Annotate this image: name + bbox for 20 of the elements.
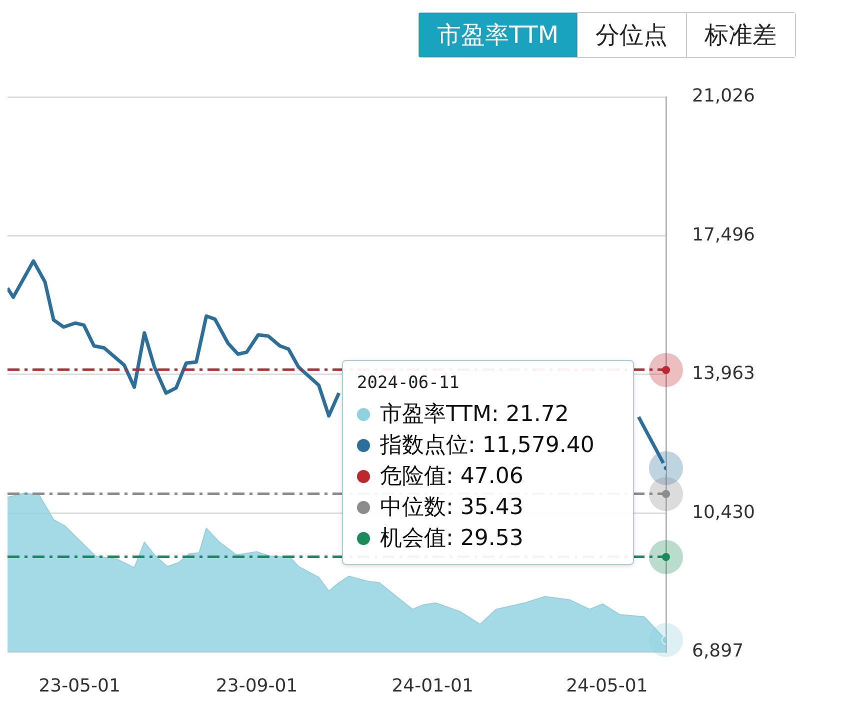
x-tick-label: 23-09-01 (216, 675, 298, 696)
legend-label: 指数点位 (380, 432, 468, 460)
legend-label: 危险值: 47.06 (380, 463, 524, 491)
x-tick-label: 24-01-01 (392, 675, 474, 696)
x-tick-label: 24-05-01 (566, 675, 648, 696)
legend-label: 市盈率TTM (380, 401, 492, 429)
annotation: 2024-06-11 (357, 373, 460, 393)
text: 分位点 (576, 13, 686, 57)
y-tick-label: 13,963 (692, 363, 755, 384)
y-tick-label: 10,430 (692, 502, 755, 523)
text: 标准差 (686, 13, 795, 57)
ref-line-label: 中位数: 35.43 (380, 494, 524, 522)
y-tick-label: 6,897 (692, 640, 744, 662)
annotation: : 21.72 (491, 401, 569, 429)
x-tick-label: 23-05-01 (38, 675, 120, 696)
annotation: : 11,579.40 (468, 432, 594, 460)
text: 市盈率TTM (419, 13, 577, 57)
y-tick-label: 21,026 (692, 86, 755, 107)
ref-line-label: 机会值: 29.53 (380, 525, 524, 553)
y-tick-label: 17,496 (692, 224, 755, 246)
